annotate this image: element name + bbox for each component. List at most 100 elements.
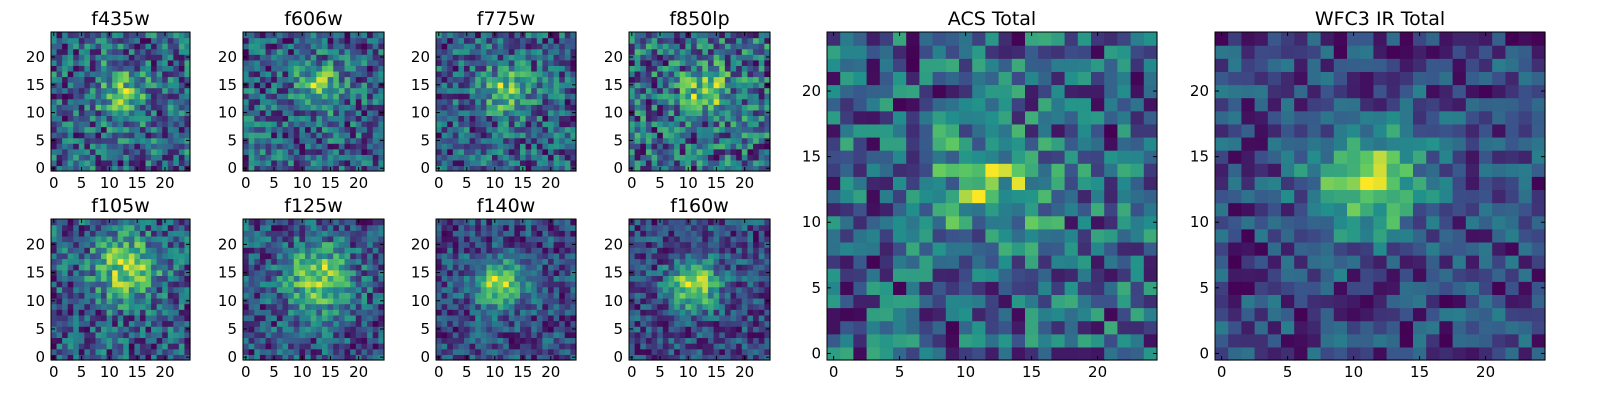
heatmap-cell (713, 320, 720, 327)
heatmap-cell (101, 165, 108, 172)
heatmap-cell (674, 126, 681, 133)
heatmap-cell (685, 65, 692, 72)
heatmap-cell (355, 292, 363, 299)
heatmap-cell (486, 281, 493, 288)
heatmap-cell (497, 59, 504, 66)
heatmap-cell (78, 70, 85, 78)
heatmap-cell (254, 241, 261, 248)
heatmap-cell (508, 159, 515, 167)
heatmap-cell (475, 65, 482, 72)
heatmap-cell (123, 143, 130, 150)
heatmap-cell (156, 235, 163, 243)
heatmap-cell (367, 326, 374, 333)
heatmap-cell (696, 354, 703, 361)
heatmap-cell (361, 165, 368, 172)
heatmap-cell (128, 281, 135, 288)
heatmap-cell (640, 115, 647, 122)
heatmap-cell (254, 354, 261, 361)
heatmap-cell (696, 115, 703, 122)
heatmap-cell (350, 137, 357, 144)
heatmap-cell (657, 320, 664, 327)
heatmap-cell (145, 165, 152, 172)
heatmap-cell (259, 65, 267, 72)
heatmap-cell (305, 348, 312, 355)
heatmap-cell (243, 247, 250, 254)
heatmap-cell (128, 43, 135, 50)
heatmap-cell (56, 326, 63, 333)
heatmap-cell (56, 65, 63, 72)
heatmap-cell (162, 275, 169, 282)
heatmap-cell (525, 275, 532, 282)
heatmap-cell (741, 297, 749, 305)
heatmap-cell (724, 337, 732, 344)
heatmap-cell (525, 297, 532, 305)
heatmap-cell (548, 348, 555, 355)
heatmap-cell (254, 148, 261, 155)
heatmap-cell (372, 320, 379, 327)
heatmap-cell (310, 87, 317, 94)
heatmap-cell (350, 258, 357, 265)
heatmap-cell (492, 120, 499, 128)
heatmap-cell (123, 258, 130, 265)
heatmap-cell (685, 82, 692, 89)
heatmap-cell (713, 337, 720, 344)
heatmap-cell (134, 286, 141, 293)
heatmap-cell (634, 126, 641, 133)
heatmap-cell (564, 219, 571, 226)
heatmap-cell (321, 258, 329, 265)
heatmap-cell (162, 281, 169, 288)
heatmap-cell (634, 98, 641, 105)
heatmap-cell (747, 32, 754, 39)
heatmap-cell (344, 264, 351, 271)
heatmap-cell (447, 143, 454, 150)
heatmap-cell (316, 148, 323, 155)
heatmap-cell (736, 348, 743, 355)
heatmap-cell (151, 247, 158, 254)
heatmap-cell (570, 87, 577, 94)
heatmap-cell (355, 154, 363, 161)
heatmap-cell (151, 120, 158, 128)
heatmap-cell (73, 148, 80, 155)
heatmap-cell (254, 48, 261, 55)
heatmap-cell (559, 230, 566, 237)
heatmap-cell (492, 82, 499, 89)
heatmap-cell (668, 87, 675, 94)
heatmap-cell (480, 159, 487, 167)
heatmap-cell (338, 48, 346, 55)
heatmap-cell (758, 115, 765, 122)
heatmap-cell (372, 54, 379, 61)
heatmap-cell (265, 297, 272, 305)
heatmap-cell (464, 98, 471, 105)
heatmap-cell (730, 354, 737, 361)
heatmap-cell (651, 37, 658, 44)
heatmap-cell (293, 281, 300, 288)
heatmap-cell (310, 219, 317, 226)
heatmap-cell (184, 252, 191, 260)
heatmap-cell (378, 43, 385, 50)
heatmap-cell (156, 148, 163, 155)
heatmap-cell (321, 65, 329, 72)
heatmap-cell (151, 286, 158, 293)
heatmap-cell (321, 337, 329, 344)
heatmap-cell (56, 98, 63, 105)
heatmap-cell (128, 126, 135, 133)
heatmap-cell (724, 343, 732, 350)
heatmap-cell (508, 224, 515, 231)
heatmap-cell (634, 331, 641, 339)
heatmap-cell (259, 331, 267, 339)
heatmap-cell (520, 87, 527, 94)
heatmap-cell (657, 309, 664, 316)
heatmap-cell (668, 281, 675, 288)
heatmap-cell (101, 348, 108, 355)
heatmap-cell (753, 98, 760, 105)
heatmap-cell (629, 48, 636, 55)
heatmap-cell (564, 326, 571, 333)
heatmap-cell (378, 65, 385, 72)
heatmap-cell (508, 297, 515, 305)
heatmap-cell (101, 286, 108, 293)
heatmap-cell (378, 104, 385, 111)
heatmap-cell (316, 230, 323, 237)
heatmap-cell (327, 252, 334, 260)
heatmap-cell (128, 76, 135, 83)
heatmap-cell (321, 224, 329, 231)
